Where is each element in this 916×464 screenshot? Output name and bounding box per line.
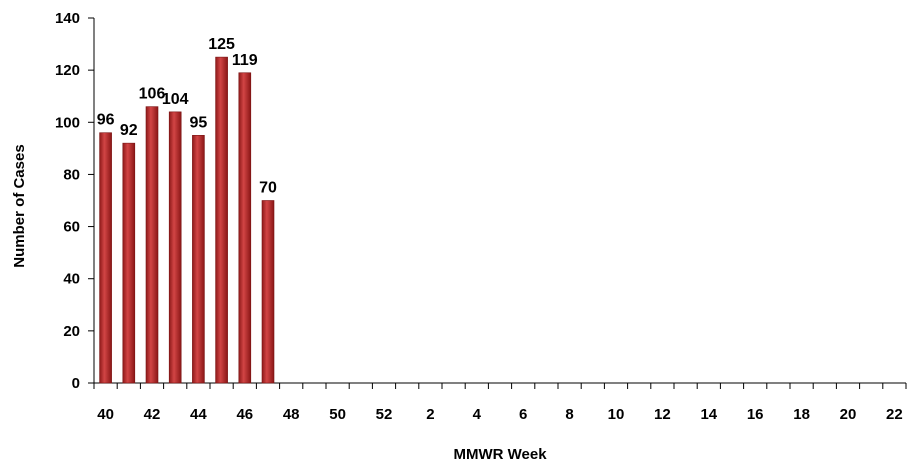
x-tick-label: 2 xyxy=(426,406,434,423)
data-label: 92 xyxy=(120,122,138,139)
x-tick-label: 44 xyxy=(190,406,207,423)
y-tick-label: 60 xyxy=(63,219,80,236)
y-tick-label: 140 xyxy=(55,10,80,27)
x-axis-title: MMWR Week xyxy=(453,446,547,463)
y-tick-label: 80 xyxy=(63,166,80,183)
bar xyxy=(192,135,205,384)
x-tick-label: 6 xyxy=(519,406,527,423)
x-tick-label: 8 xyxy=(565,406,573,423)
data-label: 106 xyxy=(139,86,166,103)
y-tick-label: 20 xyxy=(63,323,80,340)
bar xyxy=(261,200,275,384)
x-tick-label: 20 xyxy=(840,406,857,423)
y-tick-label: 100 xyxy=(55,114,80,131)
x-tick-label: 48 xyxy=(283,406,300,423)
x-tick-label: 12 xyxy=(654,406,671,423)
data-label: 70 xyxy=(259,180,277,197)
y-tick-label: 120 xyxy=(55,62,80,79)
bar xyxy=(145,106,159,384)
bar xyxy=(238,72,252,384)
x-tick-label: 18 xyxy=(793,406,810,423)
x-tick-label: 22 xyxy=(886,406,903,423)
data-label: 125 xyxy=(208,36,235,53)
data-label: 96 xyxy=(97,112,115,129)
x-tick-label: 52 xyxy=(376,406,393,423)
data-label: 104 xyxy=(162,91,189,108)
bar xyxy=(215,56,228,384)
x-tick-label: 14 xyxy=(700,406,717,423)
x-tick-label: 46 xyxy=(236,406,253,423)
bar xyxy=(99,132,112,384)
data-label: 119 xyxy=(232,52,258,69)
y-axis-title: Number of Cases xyxy=(11,144,28,267)
x-tick-label: 42 xyxy=(144,406,161,423)
x-tick-label: 16 xyxy=(747,406,764,423)
data-label: 95 xyxy=(190,114,208,131)
x-tick-label: 40 xyxy=(97,406,114,423)
x-tick-label: 10 xyxy=(608,406,625,423)
y-tick-label: 40 xyxy=(63,271,80,288)
y-tick-label: 0 xyxy=(72,375,80,392)
bar xyxy=(122,142,136,384)
x-tick-label: 4 xyxy=(473,406,482,423)
bar xyxy=(168,111,182,384)
x-tick-label: 50 xyxy=(329,406,346,423)
